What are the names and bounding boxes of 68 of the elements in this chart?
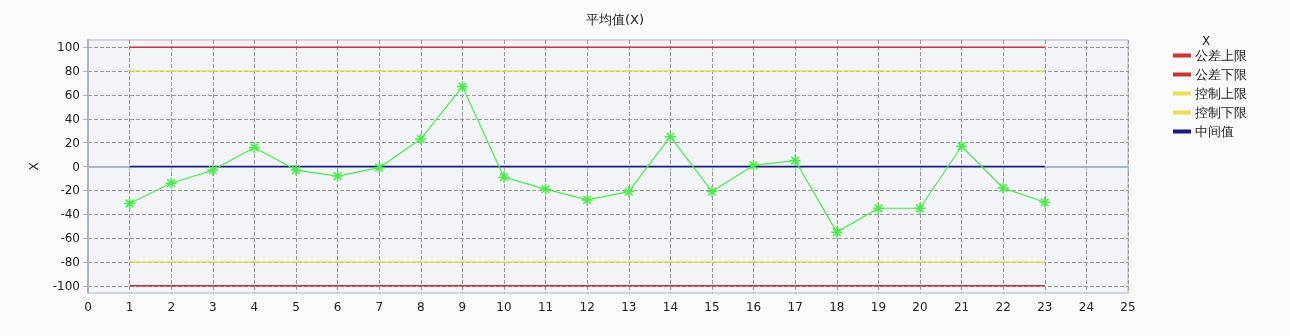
point [955,139,968,153]
x-tick-label: 10 [496,300,512,314]
point [580,193,594,207]
x-tick-label: 14 [662,300,679,314]
point [497,170,511,184]
point [830,225,844,239]
point [123,197,136,210]
y-tick-label: 80 [64,64,80,79]
x-tick-label: 15 [704,300,720,314]
x-tick-label: 9 [458,300,467,314]
y-tick-label: -40 [60,207,80,222]
x-tick-label: 25 [1120,300,1136,314]
y-tick-label: -20 [60,183,80,198]
point [331,169,344,183]
x-tick-label: 7 [375,300,384,314]
point [164,176,178,190]
point [664,130,677,143]
x-tick-label: 17 [787,300,803,314]
point [248,141,261,154]
x-tick-label: 8 [416,300,425,314]
chart-title: 平均值(X) [585,12,645,27]
point [705,185,719,198]
x-tick-label: 20 [912,300,928,314]
point [788,154,802,167]
point [913,202,927,215]
x-tick-label: 19 [870,300,887,314]
x-tick-label: 18 [829,300,845,314]
y-tick-label: 0 [72,159,80,174]
legend-title: X [1202,34,1211,48]
y-tick-label: 40 [64,111,80,126]
x-tick-label: 6 [333,300,342,314]
legend-label: 控制上限 [1195,86,1247,101]
x-tick-label: 12 [579,300,595,314]
x-tick-label: 22 [995,300,1011,314]
x-tick-label: 1 [125,300,134,314]
y-axis-title: X [27,162,41,171]
y-tick-label: -80 [60,254,80,269]
legend-label: 控制下限 [1195,105,1247,120]
x-tick-label: 0 [84,300,92,314]
x-tick-label: 4 [250,300,259,314]
point [539,182,552,196]
point [1038,196,1052,209]
point [372,161,386,174]
point [996,181,1010,195]
y-tick-label: -60 [60,231,80,246]
x-tick-label: 16 [745,300,762,314]
x-tick-label: 3 [208,300,217,314]
point [872,202,885,215]
point [747,159,760,172]
x-tick-label: 2 [167,300,176,314]
point [289,163,303,177]
legend-label: 中间值 [1195,124,1234,139]
x-tick-label: 5 [292,300,300,314]
x-tick-label: 24 [1078,300,1095,314]
x-tick-label: 11 [537,300,554,314]
y-tick-label: 20 [64,135,80,150]
legend-label: 公差上限 [1195,48,1247,63]
point [622,185,636,198]
y-tick-label: 60 [64,87,80,102]
x-tick-label: 23 [1037,300,1053,314]
point [206,163,220,177]
x-tick-label: 13 [621,300,637,314]
y-tick-label: -100 [52,278,80,293]
point [456,80,469,93]
legend-label: 公差下限 [1195,67,1247,82]
x-tick-label: 21 [953,300,970,314]
y-tick-label: 100 [57,40,80,55]
point [414,132,428,146]
